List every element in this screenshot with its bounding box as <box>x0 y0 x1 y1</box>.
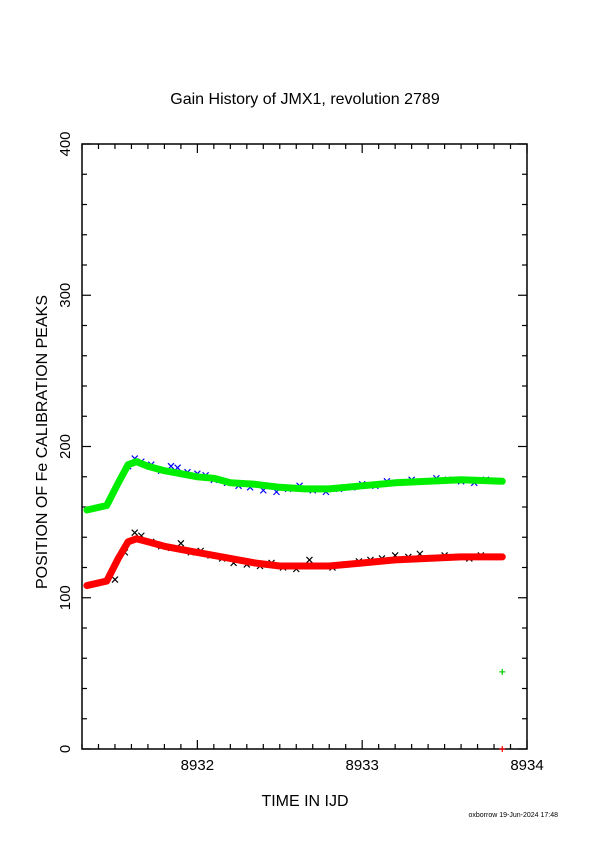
series-line <box>83 458 506 514</box>
x-tick-label: 8932 <box>181 757 214 774</box>
y-tick-label: 200 <box>57 434 74 459</box>
data-point <box>499 746 506 752</box>
y-axis-label: POSITION OF Fe CALIBRATION PEAKS <box>34 295 51 589</box>
x-axis-label: TIME IN IJD <box>261 793 348 810</box>
y-tick-label: 0 <box>57 745 74 753</box>
data-point <box>177 539 185 547</box>
y-tick-label: 400 <box>57 131 74 156</box>
footer-credit: oxborrow 19-Jun-2024 17:48 <box>468 812 558 819</box>
y-tick-label: 100 <box>57 585 74 610</box>
data-point <box>131 529 139 537</box>
data-point <box>499 668 506 675</box>
x-tick-label: 8933 <box>345 757 378 774</box>
plot-frame <box>81 143 528 750</box>
series-layer <box>83 455 506 752</box>
series-line <box>83 535 506 590</box>
y-tick-label: 300 <box>57 283 74 308</box>
tick-labels: 0 100 200 300 400 8932 8933 8934 <box>57 131 544 774</box>
data-point <box>306 556 313 564</box>
x-tick-label: 8934 <box>510 757 543 774</box>
axis-ticks <box>81 143 528 750</box>
data-point <box>111 576 119 584</box>
chart-title: Gain History of JMX1, revolution 2789 <box>170 91 440 108</box>
